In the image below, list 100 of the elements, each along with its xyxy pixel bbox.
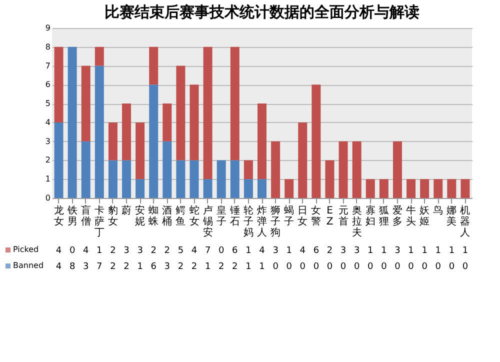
x-tick-label: 寡妇 [365, 204, 376, 228]
data-label: 1 [137, 262, 143, 272]
data-label: 1 [381, 246, 387, 256]
bar [392, 141, 402, 198]
bar [338, 141, 348, 198]
bar [108, 160, 118, 198]
data-label: 1 [259, 262, 265, 272]
data-label: 2 [110, 246, 116, 256]
x-tick-label: 日女 [298, 206, 308, 228]
x-tick-label: 蝎子 [284, 204, 294, 228]
data-label: 3 [83, 262, 89, 272]
x-tick-label: 皇子 [216, 204, 226, 228]
data-label: 8 [69, 262, 76, 272]
data-label: 2 [164, 246, 170, 256]
data-label: 7 [204, 246, 211, 256]
x-tick-label: 锤石 [228, 206, 240, 228]
x-tick-label: 牛头 [406, 204, 416, 228]
x-tick-label: 蔚 [122, 204, 132, 216]
data-label: 0 [354, 262, 360, 272]
bar [81, 141, 90, 198]
y-tick-label: 2 [45, 156, 50, 165]
data-label: 4 [300, 246, 306, 256]
data-label: 1 [408, 246, 414, 256]
bar [94, 66, 104, 198]
data-label: 3 [394, 246, 400, 256]
x-tick-label: EZ [326, 206, 334, 228]
x-tick-label: 酒桶 [162, 204, 172, 228]
data-label: 3 [137, 246, 143, 256]
data-label: 1 [448, 246, 455, 256]
bar [434, 179, 443, 198]
x-tick-label: 安妮 [135, 204, 146, 228]
data-label: 3 [354, 246, 360, 256]
y-tick-label: 9 [45, 24, 50, 32]
x-tick-label: 蛇女 [189, 204, 200, 228]
bar [230, 160, 240, 198]
legend-label: Banned [13, 261, 44, 270]
y-tick-label: 3 [45, 136, 50, 146]
bar [460, 179, 470, 198]
bar [366, 179, 375, 198]
data-label: 4 [191, 246, 198, 256]
x-tick-label: 蜘蛛 [148, 204, 159, 228]
data-label: 0 [381, 262, 388, 272]
chart-title: 比赛结束后赛事技术统计数据的全面分析与解读 [104, 3, 420, 21]
data-label: 1 [96, 246, 102, 256]
x-tick-label: 女警 [311, 204, 322, 228]
x-tick-label: 娜美 [446, 206, 457, 228]
x-tick-label: 轮子妈 [243, 204, 254, 238]
bar [379, 179, 388, 198]
bar [81, 66, 90, 142]
y-tick-label: 1 [45, 174, 50, 184]
bar [271, 141, 280, 198]
data-label: 0 [422, 262, 428, 272]
data-label: 1 [204, 262, 211, 272]
data-label: 6 [232, 246, 238, 256]
data-label: 7 [96, 262, 102, 272]
bar [312, 84, 321, 198]
x-tick-label: 元首 [338, 206, 348, 228]
bar [258, 179, 266, 198]
data-label: 3 [272, 246, 278, 256]
bar [54, 46, 64, 122]
bar [122, 160, 132, 198]
y-tick-label: 5 [45, 99, 50, 108]
data-label: 2 [232, 262, 238, 272]
data-label: 1 [286, 246, 292, 256]
bar [136, 179, 145, 198]
data-label: 4 [56, 262, 62, 272]
data-label: 1 [435, 246, 441, 256]
y-tick-label: 6 [45, 80, 50, 90]
data-label: 0 [462, 262, 468, 272]
bar [298, 122, 308, 198]
data-label: 0 [394, 262, 401, 272]
bar [216, 160, 226, 198]
data-label: 3 [124, 246, 130, 256]
data-label: 6 [313, 246, 320, 256]
bar [136, 122, 145, 180]
bar [122, 104, 132, 160]
x-tick-label: 爱多 [392, 204, 402, 228]
bar [149, 46, 158, 85]
data-label: 2 [218, 262, 224, 272]
x-tick-label: 机器人 [460, 204, 470, 238]
bar [54, 122, 64, 198]
bar [258, 104, 266, 180]
data-label: 4 [83, 246, 90, 256]
data-label: 3 [340, 246, 346, 256]
data-label: 1 [368, 246, 374, 256]
data-label: 0 [326, 262, 333, 272]
data-label: 0 [300, 262, 306, 272]
data-label: 4 [56, 246, 62, 256]
x-tick-label: 卡萨丁 [94, 204, 104, 238]
data-label: 1 [422, 246, 428, 256]
x-tick-label: 狐狸 [378, 206, 389, 228]
data-label: 6 [150, 262, 157, 272]
x-tick-label: 豹女 [108, 206, 118, 228]
data-label: 0 [272, 262, 279, 272]
data-label: 0 [69, 246, 76, 256]
bar [325, 160, 334, 198]
bar [190, 84, 199, 160]
data-label: 1 [246, 246, 252, 256]
bar [176, 160, 186, 198]
bar [203, 179, 212, 198]
